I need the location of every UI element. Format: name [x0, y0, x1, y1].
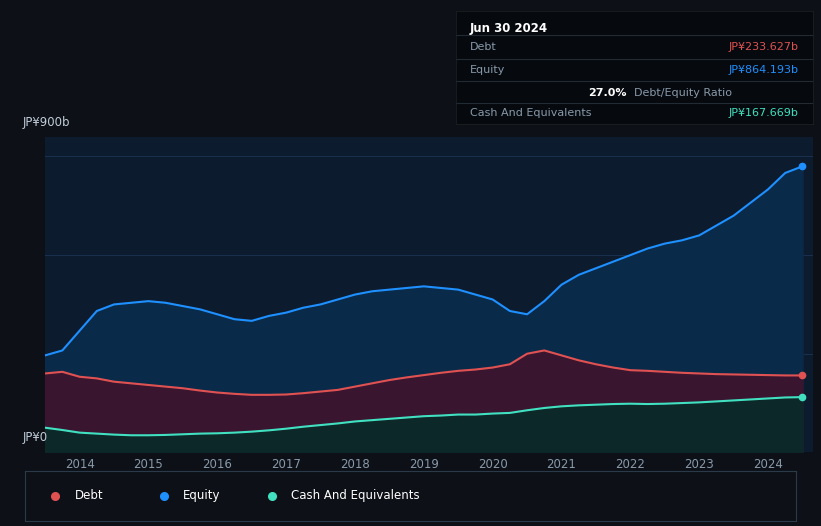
Text: 27.0%: 27.0%: [589, 87, 627, 97]
Text: JP¥233.627b: JP¥233.627b: [728, 42, 799, 52]
Text: Cash And Equivalents: Cash And Equivalents: [470, 108, 591, 118]
Text: JP¥864.193b: JP¥864.193b: [728, 65, 799, 75]
Text: Debt: Debt: [75, 489, 103, 502]
Text: JP¥900b: JP¥900b: [23, 116, 71, 129]
Text: Jun 30 2024: Jun 30 2024: [470, 22, 548, 35]
Text: Equity: Equity: [183, 489, 220, 502]
Text: Debt/Equity Ratio: Debt/Equity Ratio: [635, 87, 732, 97]
Text: Debt: Debt: [470, 42, 497, 52]
Text: Equity: Equity: [470, 65, 505, 75]
Text: JP¥0: JP¥0: [23, 431, 48, 444]
Text: JP¥167.669b: JP¥167.669b: [728, 108, 799, 118]
Text: Cash And Equivalents: Cash And Equivalents: [291, 489, 420, 502]
